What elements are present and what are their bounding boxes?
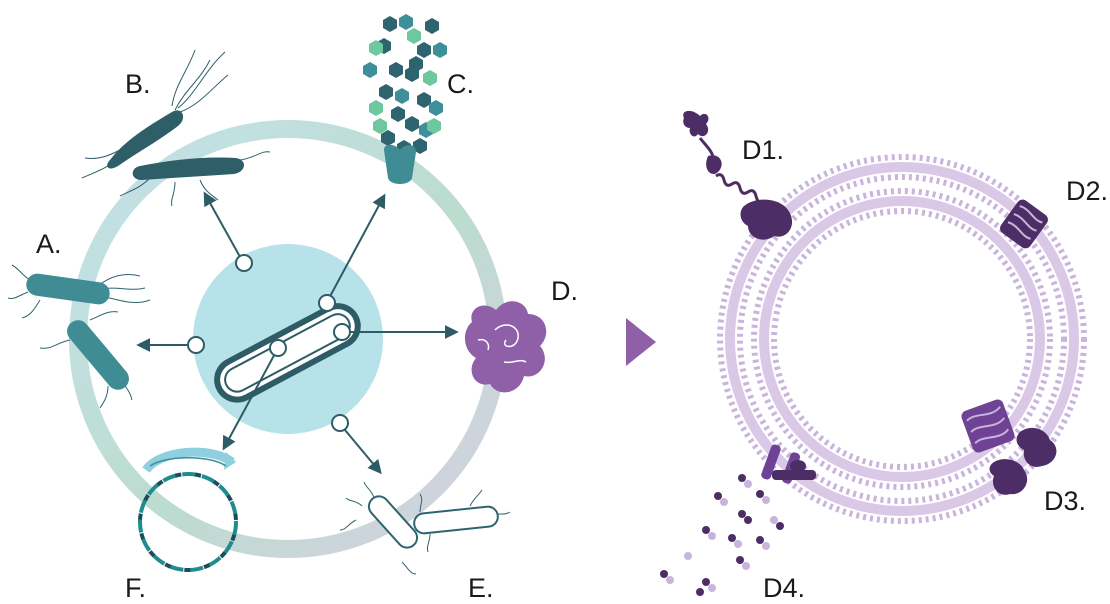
outer-membrane-tails [725, 162, 1079, 516]
outer-membrane-outer-leaflet [717, 154, 1087, 524]
node-c [318, 294, 336, 312]
arrow-nodes [187, 254, 351, 432]
arrow-to-e [339, 423, 382, 475]
toxin-protein-icon [464, 301, 547, 393]
label-a: A. [36, 229, 62, 259]
secreted-particles-icon [660, 474, 784, 596]
arrow-to-c [326, 193, 386, 303]
inner-membrane-outer-leaflet [751, 188, 1053, 490]
arrow-to-b [203, 191, 245, 265]
hexagon-chain-icon [363, 14, 447, 184]
node-f [269, 339, 287, 357]
label-b: B. [125, 69, 151, 99]
arrows [136, 191, 459, 475]
central-bacterium-icon [214, 303, 361, 403]
label-f: F. [125, 573, 146, 603]
label-c: C. [447, 69, 474, 99]
inner-membrane-tails [759, 196, 1045, 482]
inner-membrane-inner-leaflet [771, 208, 1033, 470]
virulence-factor-cycle: B. C. A. D. F. E. [7, 14, 578, 603]
anchored-toxin-icon [683, 110, 793, 240]
label-d3: D3. [1044, 486, 1086, 516]
label-e: E. [468, 573, 494, 603]
secretion-complex-d4-icon [761, 444, 816, 484]
plasmid-dna-icon [138, 447, 238, 572]
label-d: D. [551, 276, 578, 306]
outer-membrane-inner-leaflet [737, 174, 1067, 504]
node-d [333, 323, 351, 341]
label-d4: D4. [763, 573, 805, 603]
flagellated-bacteria-icon [81, 49, 271, 207]
arrow-to-f [222, 347, 279, 451]
label-d1: D1. [742, 135, 784, 165]
transition-arrow-icon [626, 318, 656, 366]
pore-complex-d2-icon [1000, 199, 1048, 249]
pore-complex-d3-icon [961, 399, 1057, 495]
label-d2: D2. [1066, 176, 1108, 206]
node-b [235, 254, 253, 272]
outlined-bacteria-icon [339, 481, 511, 575]
membrane-detail: D1. D2. D3. D4. [660, 110, 1108, 603]
node-e [331, 414, 349, 432]
node-a [187, 336, 205, 354]
piliated-bacteria-icon [7, 264, 151, 409]
